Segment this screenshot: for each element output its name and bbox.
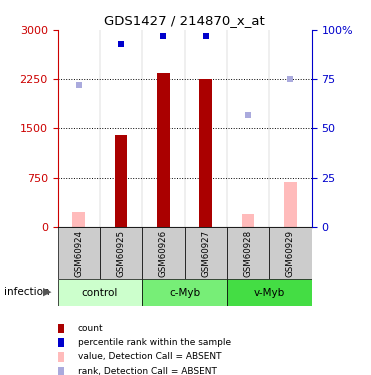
Text: value, Detection Call = ABSENT: value, Detection Call = ABSENT: [78, 352, 221, 362]
Text: GSM60926: GSM60926: [159, 230, 168, 277]
Text: GSM60928: GSM60928: [244, 230, 253, 277]
Bar: [227, 227, 269, 279]
Bar: [199, 79, 212, 227]
Text: control: control: [82, 288, 118, 297]
Bar: [157, 73, 170, 227]
Bar: [72, 212, 85, 227]
Bar: [269, 227, 312, 279]
Text: c-Myb: c-Myb: [169, 288, 200, 297]
Text: GSM60927: GSM60927: [201, 230, 210, 277]
Bar: [115, 135, 127, 227]
Bar: [142, 279, 227, 306]
Text: rank, Detection Call = ABSENT: rank, Detection Call = ABSENT: [78, 367, 217, 375]
Text: v-Myb: v-Myb: [254, 288, 285, 297]
Text: ▶: ▶: [43, 287, 51, 297]
Bar: [284, 182, 297, 227]
Text: GSM60925: GSM60925: [116, 230, 125, 277]
Bar: [142, 227, 185, 279]
Bar: [185, 227, 227, 279]
Title: GDS1427 / 214870_x_at: GDS1427 / 214870_x_at: [104, 15, 265, 27]
Bar: [227, 279, 312, 306]
Text: count: count: [78, 324, 104, 333]
Bar: [58, 227, 100, 279]
Bar: [58, 279, 142, 306]
Bar: [100, 227, 142, 279]
Text: GSM60929: GSM60929: [286, 230, 295, 277]
Text: GSM60924: GSM60924: [74, 230, 83, 277]
Text: infection: infection: [4, 287, 49, 297]
Bar: [242, 214, 255, 227]
Text: percentile rank within the sample: percentile rank within the sample: [78, 338, 231, 347]
